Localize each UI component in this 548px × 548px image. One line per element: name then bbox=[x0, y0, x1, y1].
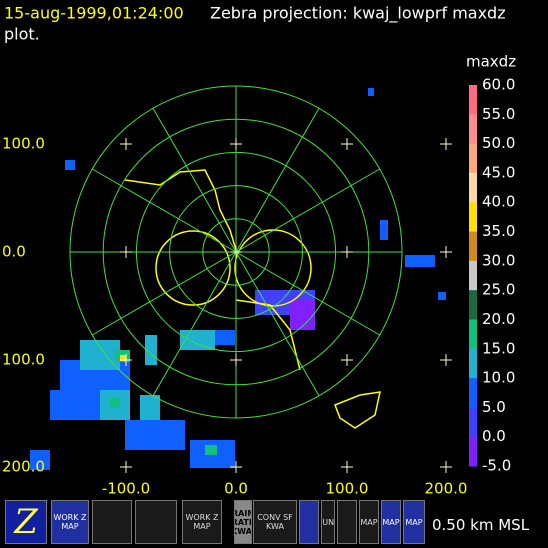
colorbar-label: 60.0 bbox=[482, 76, 515, 94]
azimuth-line bbox=[152, 251, 237, 397]
colorbar-segment bbox=[469, 85, 477, 115]
colorbar-label: 55.0 bbox=[482, 105, 515, 123]
colorbar-label: 25.0 bbox=[482, 281, 515, 299]
y-axis-label: 100.0 bbox=[2, 135, 45, 153]
colorbar-label: 15.0 bbox=[482, 339, 515, 357]
colorbar-label: -5.0 bbox=[482, 457, 511, 475]
azimuth-line bbox=[235, 251, 320, 397]
colorbar-label: 0.0 bbox=[482, 427, 506, 445]
toolbar-button[interactable] bbox=[92, 500, 132, 544]
azimuth-line bbox=[91, 251, 237, 336]
toolbar-button[interactable] bbox=[337, 500, 357, 544]
colorbar-segment bbox=[469, 319, 477, 350]
y-axis-label: 200.0 bbox=[2, 458, 45, 476]
toolbar-button[interactable]: MAP bbox=[403, 500, 425, 544]
colorbar-label: 35.0 bbox=[482, 222, 515, 240]
colorbar-segment bbox=[469, 378, 477, 408]
azimuth-line bbox=[235, 168, 381, 253]
colorbar-segment bbox=[469, 231, 477, 262]
title-cont: plot. bbox=[4, 25, 40, 44]
x-axis-label: -100.0 bbox=[102, 480, 150, 498]
toolbar-button[interactable]: MAP bbox=[381, 500, 401, 544]
toolbar-button[interactable]: MAP bbox=[359, 500, 379, 544]
colorbar-label: 5.0 bbox=[482, 398, 506, 416]
time-stamp: 15-aug-1999,01:24:00 bbox=[4, 4, 184, 23]
colorbar-label: 30.0 bbox=[482, 251, 515, 269]
colorbar-title: maxdz bbox=[466, 53, 516, 71]
colorbar-segment bbox=[469, 436, 477, 467]
colorbar-segment bbox=[469, 348, 477, 379]
colorbar-label: 45.0 bbox=[482, 163, 515, 181]
colorbar-segment bbox=[469, 172, 477, 203]
colorbar-label: 10.0 bbox=[482, 369, 515, 387]
y-axis-label: 100.0 bbox=[2, 351, 45, 369]
plot: 15-aug-1999,01:24:00 Zebra projection: k… bbox=[2, 4, 516, 498]
azimuth-line bbox=[235, 251, 381, 336]
toolbar-button[interactable] bbox=[135, 500, 177, 544]
colorbar-segment bbox=[469, 202, 477, 233]
toolbar-button[interactable]: WORK Z MAP bbox=[51, 500, 89, 544]
azimuth-line bbox=[235, 107, 320, 253]
radar-echoes bbox=[30, 88, 446, 470]
colorbar-segment bbox=[469, 114, 477, 145]
azimuth-line bbox=[152, 107, 237, 253]
colorbar-segment bbox=[469, 260, 477, 291]
azimuth-line bbox=[91, 168, 237, 253]
colorbar-segment bbox=[469, 290, 477, 320]
toolbar-button[interactable]: WORK Z MAP bbox=[182, 500, 222, 544]
title: Zebra projection: kwaj_lowprf maxdz bbox=[210, 4, 506, 24]
colorbar-segment bbox=[469, 407, 477, 438]
altitude-status: 0.50 km MSL bbox=[432, 516, 530, 534]
y-axis-label: 0.0 bbox=[2, 243, 26, 261]
toolbar-button[interactable]: Z bbox=[5, 500, 47, 544]
colorbar-label: 20.0 bbox=[482, 310, 515, 328]
range-rings: 100.0 0.0 100.0 200.0 -100.0 0.0 100.0 200.0 bbox=[2, 85, 468, 498]
toolbar-button[interactable]: RAIN RATE KWAJ bbox=[234, 500, 252, 544]
colorbar-label: 50.0 bbox=[482, 134, 515, 152]
toolbar-button[interactable] bbox=[299, 500, 319, 544]
x-axis-label: 100.0 bbox=[326, 480, 369, 498]
toolbar-button[interactable]: CONV SF KWA bbox=[253, 500, 297, 544]
colorbar-label: 40.0 bbox=[482, 193, 515, 211]
colorbar-segment bbox=[469, 143, 477, 174]
x-axis-label: 0.0 bbox=[224, 480, 248, 498]
toolbar-button[interactable]: BOUNDS bbox=[321, 500, 335, 544]
coastline bbox=[124, 169, 381, 429]
x-axis-label: 200.0 bbox=[425, 480, 468, 498]
